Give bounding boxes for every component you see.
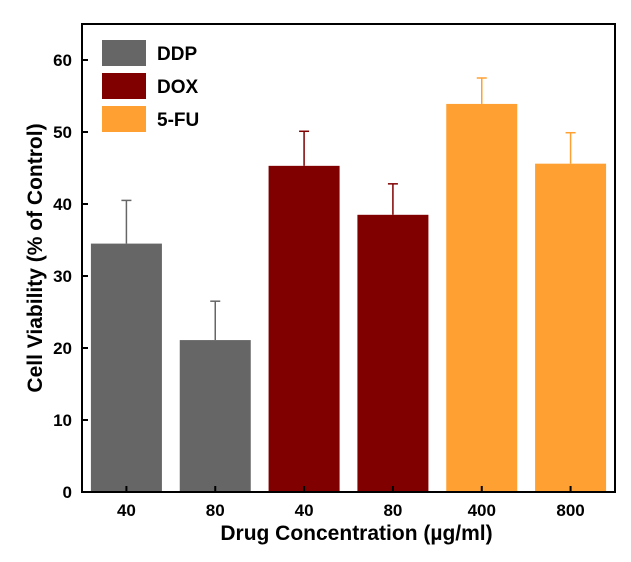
bar-5-fu-800 — [535, 163, 607, 492]
legend-label-dox: DOX — [157, 77, 199, 98]
bar-dox-40 — [268, 165, 340, 492]
y-tick-label: 30 — [53, 267, 72, 286]
x-tick-label: 400 — [468, 501, 496, 520]
y-tick-label: 0 — [63, 483, 72, 502]
bar-5-fu-400 — [446, 103, 518, 493]
y-axis-ticks: 0 10 20 30 40 50 60 — [53, 51, 88, 502]
bars-layer — [90, 103, 607, 493]
error-bars-layer — [121, 77, 576, 341]
plot-frame — [81, 23, 616, 493]
legend-label-ddp: DDP — [157, 44, 197, 65]
x-axis-title: Drug Concentration (µg/ml) — [220, 522, 492, 545]
legend-label-5-fu: 5-FU — [157, 110, 199, 131]
y-tick-label: 60 — [53, 51, 72, 70]
y-tick-label: 20 — [53, 339, 72, 358]
y-axis-title: Cell Viability (% of Control) — [24, 123, 47, 392]
legend-swatch-ddp — [102, 40, 146, 66]
legend-swatch-5-fu — [102, 106, 146, 132]
y-tick-label: 40 — [53, 195, 72, 214]
bar-ddp-40 — [90, 243, 162, 492]
y-tick-label: 50 — [53, 123, 72, 142]
x-tick-label: 40 — [295, 501, 314, 520]
bar-dox-80 — [357, 214, 429, 493]
bar-ddp-80 — [179, 340, 251, 492]
x-axis-ticks: 40 80 40 80 400 800 — [117, 486, 585, 520]
legend-swatch-dox — [102, 73, 146, 99]
y-tick-label: 10 — [53, 411, 72, 430]
x-tick-label: 40 — [117, 501, 136, 520]
x-tick-label: 80 — [383, 501, 402, 520]
x-tick-label: 80 — [206, 501, 225, 520]
x-tick-label: 800 — [556, 501, 584, 520]
legend: DDP DOX 5-FU — [102, 40, 199, 132]
